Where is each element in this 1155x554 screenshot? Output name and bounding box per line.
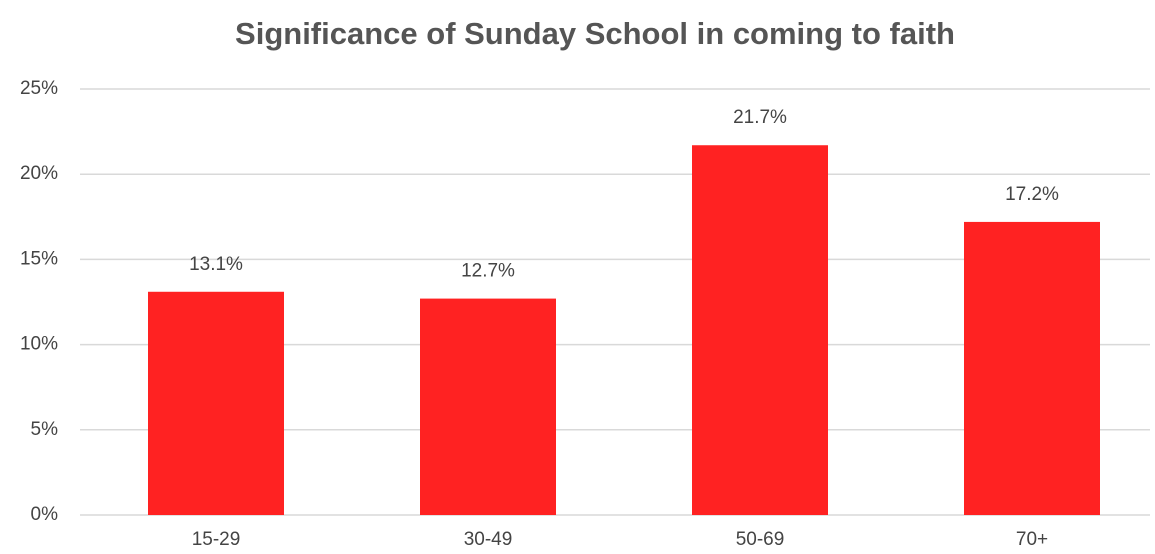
y-tick-label: 5% xyxy=(31,419,59,440)
x-tick-label: 30-49 xyxy=(464,529,513,550)
y-tick-label: 10% xyxy=(20,334,58,355)
value-label: 21.7% xyxy=(733,107,787,128)
bar xyxy=(964,221,1100,516)
bar xyxy=(420,298,556,515)
bar xyxy=(692,145,828,515)
value-label: 12.7% xyxy=(461,261,515,282)
x-tick-label: 50-69 xyxy=(736,529,785,550)
x-tick-label: 15-29 xyxy=(192,529,241,550)
bar xyxy=(148,291,284,515)
y-tick-label: 0% xyxy=(31,504,59,525)
x-tick-label: 70+ xyxy=(1016,529,1048,550)
y-tick-label: 15% xyxy=(20,248,58,269)
value-label: 13.1% xyxy=(189,254,243,275)
value-label: 17.2% xyxy=(1005,184,1059,205)
y-tick-label: 20% xyxy=(20,163,58,184)
y-tick-label: 25% xyxy=(20,78,58,99)
chart-title: Significance of Sunday School in coming … xyxy=(235,16,955,51)
